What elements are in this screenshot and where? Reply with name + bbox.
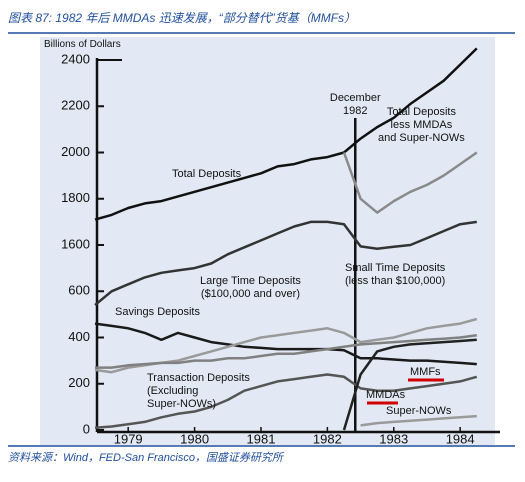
y-tick-label: 2400 [61,51,90,66]
x-tick-label: 1980 [180,431,209,446]
series-label: MMFs [410,366,441,378]
x-tick-label: 1982 [313,431,342,446]
series-line [342,151,478,214]
series-line [94,220,477,307]
x-tick-label: 1981 [247,431,276,446]
source-note: 资料来源：Wind，FED-San Francisco，国盛证券研究所 [8,452,283,464]
series-line [94,322,477,366]
y-tick-label: 1600 [61,236,90,251]
annotation: December 1982 [329,92,381,117]
series-label: MMDAs [366,389,406,401]
y-tick-label: 200 [68,375,90,390]
series-line [94,47,478,221]
y-axis-label: Billions of Dollars [44,39,121,50]
chart-title: 图表 87: 1982 年后 MMDAs 迅速发展，“部分替代”货基（MMFs） [8,11,357,25]
series-label: Total Deposits [172,168,242,180]
series-line [94,373,478,429]
series-label: Small Time Deposits (less than $100,000) [345,262,446,287]
series-label: Super-NOWs [386,405,452,417]
series-line [95,333,477,369]
series-label: Savings Deposits [115,306,200,318]
x-tick-label: 1984 [446,431,475,446]
y-tick-label: 2000 [61,144,90,159]
series-label: Total Deposits less MMDAs and Super-NOWs [378,106,465,144]
x-tick-label: 1983 [379,431,408,446]
y-tick-label: 2200 [61,98,90,113]
x-tick-label: 1979 [114,431,143,446]
y-tick-label: 400 [68,329,90,344]
series-line [360,414,477,427]
series-line [342,338,477,431]
series-label: Large Time Deposits ($100,000 and over) [200,275,301,300]
y-tick-label: 0 [83,421,90,436]
y-tick-label: 600 [68,283,90,298]
y-tick-label: 1800 [61,190,90,205]
series-label: Transaction Deposits (Excluding Super-NO… [147,372,250,410]
